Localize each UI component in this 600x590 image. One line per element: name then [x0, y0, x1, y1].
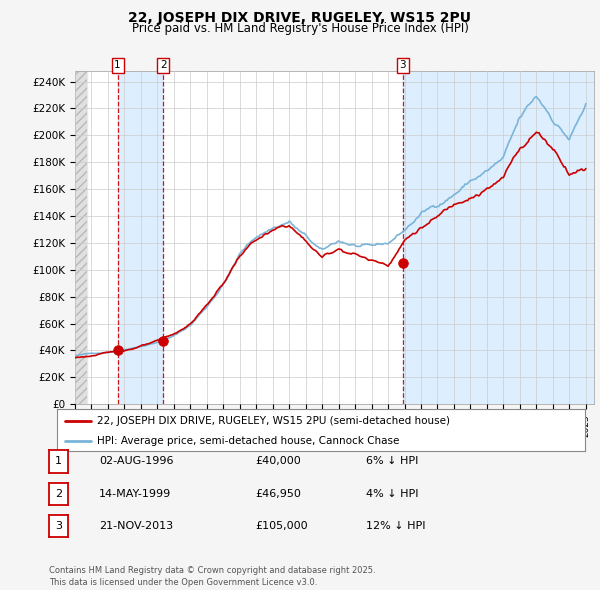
- Text: 22, JOSEPH DIX DRIVE, RUGELEY, WS15 2PU (semi-detached house): 22, JOSEPH DIX DRIVE, RUGELEY, WS15 2PU …: [97, 416, 449, 426]
- Text: HPI: Average price, semi-detached house, Cannock Chase: HPI: Average price, semi-detached house,…: [97, 436, 399, 445]
- Text: 22, JOSEPH DIX DRIVE, RUGELEY, WS15 2PU: 22, JOSEPH DIX DRIVE, RUGELEY, WS15 2PU: [128, 11, 472, 25]
- Text: 3: 3: [55, 522, 62, 531]
- Bar: [75, 71, 88, 404]
- Text: £46,950: £46,950: [255, 489, 301, 499]
- Bar: [118, 71, 163, 404]
- Bar: [403, 71, 594, 404]
- Text: £40,000: £40,000: [255, 457, 301, 466]
- Text: 02-AUG-1996: 02-AUG-1996: [99, 457, 173, 466]
- Text: 1: 1: [114, 60, 121, 70]
- Text: Price paid vs. HM Land Registry's House Price Index (HPI): Price paid vs. HM Land Registry's House …: [131, 22, 469, 35]
- Text: 6% ↓ HPI: 6% ↓ HPI: [366, 457, 418, 466]
- Text: 2: 2: [160, 60, 167, 70]
- Text: £105,000: £105,000: [255, 522, 308, 531]
- Text: 4% ↓ HPI: 4% ↓ HPI: [366, 489, 419, 499]
- Text: 2: 2: [55, 489, 62, 499]
- Text: 1: 1: [55, 457, 62, 466]
- Text: 21-NOV-2013: 21-NOV-2013: [99, 522, 173, 531]
- Text: Contains HM Land Registry data © Crown copyright and database right 2025.
This d: Contains HM Land Registry data © Crown c…: [49, 566, 376, 587]
- Bar: [75, 71, 88, 404]
- Text: 12% ↓ HPI: 12% ↓ HPI: [366, 522, 425, 531]
- Text: 14-MAY-1999: 14-MAY-1999: [99, 489, 171, 499]
- Text: 3: 3: [400, 60, 406, 70]
